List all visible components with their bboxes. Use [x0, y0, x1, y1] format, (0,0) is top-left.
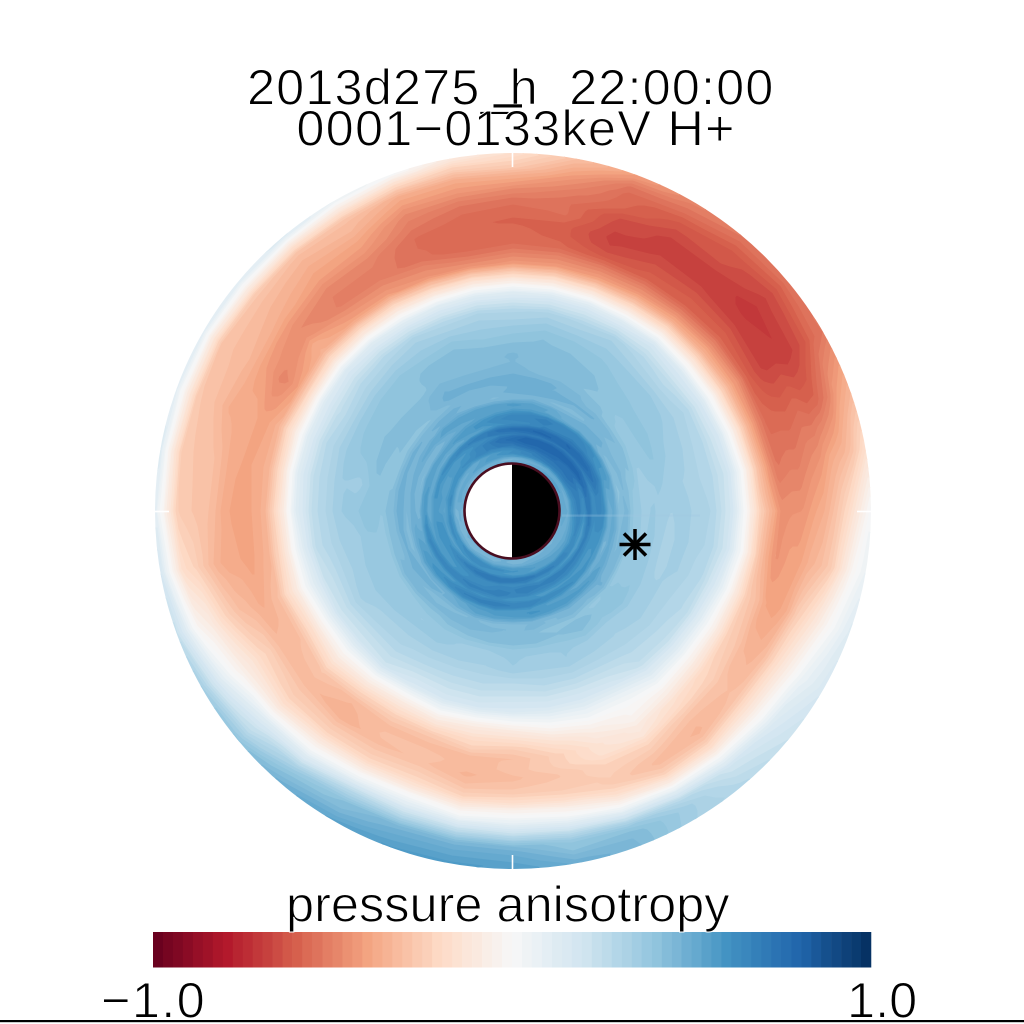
svg-text:1.0: 1.0: [847, 971, 917, 1024]
svg-text:−1.0: −1.0: [101, 971, 206, 1024]
svg-text:pressure anisotropy: pressure anisotropy: [286, 876, 730, 933]
svg-text:0001−0133keV H+: 0001−0133keV H+: [296, 100, 735, 157]
